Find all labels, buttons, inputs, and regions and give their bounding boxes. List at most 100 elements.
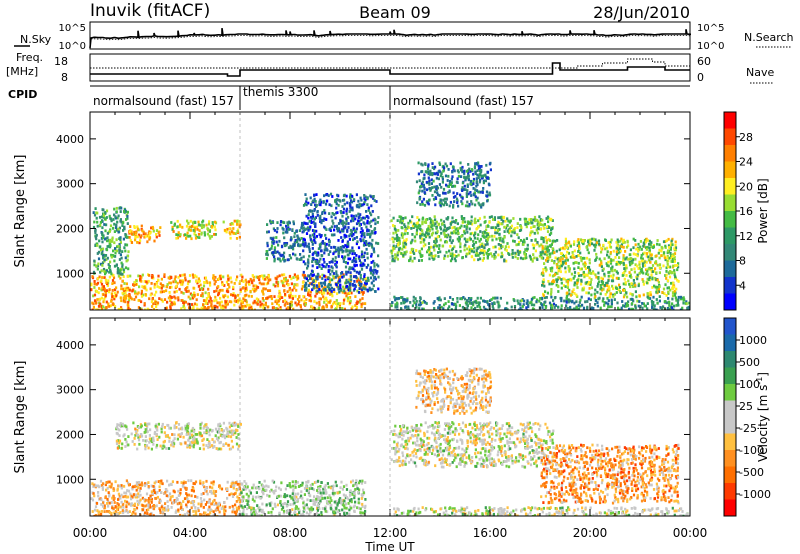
- nsearch-label: N.Search: [744, 31, 794, 44]
- echo-cell: [597, 271, 600, 275]
- echo-cell: [422, 299, 425, 303]
- echo-cell: [560, 307, 563, 310]
- echo-cell: [640, 259, 643, 263]
- echo-cell: [330, 292, 333, 295]
- echo-cell: [523, 240, 526, 244]
- echo-cell: [667, 279, 670, 283]
- echo-cell: [377, 287, 380, 291]
- echo-cell: [607, 241, 610, 244]
- echo-cell: [351, 246, 354, 250]
- echo-cell: [564, 242, 568, 245]
- echo-cell: [117, 227, 120, 231]
- echo-cell: [272, 242, 275, 245]
- echo-cell: [114, 215, 117, 219]
- echo-cell: [352, 226, 355, 230]
- echo-cell: [235, 237, 239, 240]
- echo-cell: [557, 285, 560, 289]
- echo-cell: [512, 239, 515, 243]
- echo-cell: [443, 166, 446, 170]
- echo-cell: [185, 224, 189, 228]
- echo-cell: [93, 220, 96, 224]
- echo-cell: [536, 298, 539, 302]
- echo-cell: [513, 231, 516, 235]
- echo-cell: [390, 249, 393, 253]
- echo-cell: [607, 255, 610, 259]
- echo-cell: [610, 300, 613, 304]
- echo-cell: [606, 264, 609, 267]
- echo-cell: [334, 275, 337, 279]
- echo-cell: [496, 300, 499, 304]
- echo-cell: [120, 287, 123, 291]
- echo-cell: [120, 272, 123, 276]
- echo-cell: [245, 288, 248, 292]
- echo-cell: [185, 237, 188, 240]
- echo-cell: [335, 270, 338, 274]
- echo-cell: [121, 279, 124, 283]
- echo-cell: [595, 241, 599, 245]
- echo-cell: [664, 283, 667, 287]
- echo-cell: [433, 300, 436, 303]
- echo-cell: [404, 306, 407, 309]
- echo-cell: [214, 220, 217, 224]
- echo-cell: [105, 209, 109, 213]
- echo-cell: [612, 258, 615, 262]
- echo-cell: [309, 277, 312, 281]
- echo-cell: [166, 508, 169, 512]
- echo-cell: [235, 278, 238, 282]
- echo-cell: [624, 282, 627, 286]
- echo-cell: [402, 245, 406, 249]
- echo-cell: [262, 299, 265, 302]
- echo-cell: [457, 174, 460, 178]
- echo-cell: [290, 246, 293, 250]
- echo-cell: [102, 300, 105, 304]
- echo-cell: [118, 248, 121, 252]
- echo-cell: [432, 197, 436, 201]
- echo-cell: [119, 210, 122, 213]
- echo-cell: [435, 176, 438, 180]
- echo-cell: [359, 204, 363, 208]
- echo-cell: [434, 231, 437, 235]
- echo-cell: [359, 273, 362, 277]
- echo-cell: [241, 301, 245, 304]
- echo-cell: [449, 244, 452, 248]
- echo-cell: [202, 284, 206, 288]
- echo-cell: [268, 289, 272, 292]
- echo-cell: [365, 282, 368, 285]
- echo-cell: [113, 281, 116, 285]
- echo-cell: [559, 270, 562, 274]
- echo-cell: [323, 209, 326, 212]
- echo-cell: [408, 259, 411, 263]
- echo-cell: [566, 258, 569, 262]
- echo-cell: [513, 227, 516, 230]
- echo-cell: [551, 274, 554, 278]
- echo-cell: [577, 304, 580, 307]
- echo-cell: [486, 233, 489, 236]
- echo-cell: [203, 498, 206, 502]
- echo-cell: [673, 273, 676, 277]
- echo-cell: [610, 238, 613, 242]
- echo-cell: [615, 253, 619, 256]
- echo-cell: [613, 292, 617, 296]
- echo-cell: [206, 232, 209, 236]
- echo-cell: [526, 222, 530, 226]
- echo-cell: [629, 297, 632, 301]
- echo-cell: [350, 307, 353, 310]
- echo-cell: [258, 281, 261, 285]
- echo-cell: [419, 234, 422, 238]
- echo-cell: [143, 303, 146, 307]
- echo-cell: [449, 222, 452, 225]
- echo-cell: [458, 236, 461, 239]
- echo-cell: [202, 303, 205, 306]
- echo-cell: [646, 302, 649, 305]
- echo-cell: [500, 215, 503, 219]
- echo-cell: [466, 306, 469, 310]
- echo-cell: [564, 259, 567, 263]
- echo-cell: [399, 220, 402, 224]
- echo-cell: [478, 239, 481, 243]
- echo-cell: [215, 289, 218, 293]
- echo-cell: [482, 299, 485, 303]
- echo-cell: [466, 225, 469, 229]
- echo-cell: [504, 307, 507, 310]
- echo-cell: [406, 226, 409, 230]
